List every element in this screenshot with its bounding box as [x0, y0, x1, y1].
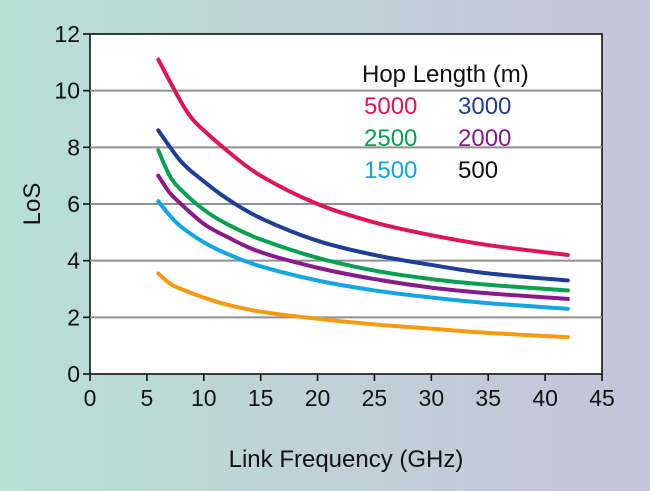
- y-axis-title: LoS: [19, 183, 46, 226]
- x-tick-label: 45: [589, 385, 615, 411]
- series-lines: [156, 57, 570, 340]
- x-tick-label: 10: [191, 385, 217, 411]
- x-tick-label: 35: [475, 385, 501, 411]
- legend-entry-1500: 1500: [364, 157, 417, 184]
- series-line-500: [156, 271, 570, 340]
- x-tick-label: 20: [305, 385, 331, 411]
- series-line-3000: [156, 128, 570, 283]
- y-tick-label: 0: [67, 361, 80, 387]
- x-axis-ticks: 0 5 10 15 20 25 30 35 40 45: [84, 374, 615, 411]
- legend-entry-500: 500: [458, 157, 498, 184]
- y-tick-label: 2: [67, 304, 80, 330]
- x-tick-label: 25: [362, 385, 388, 411]
- legend-entry-2500: 2500: [364, 125, 417, 152]
- y-tick-label: 6: [67, 191, 80, 217]
- series-line-1500: [156, 199, 570, 311]
- y-axis-ticks: 0 2 4 6 8 10 12: [54, 21, 90, 387]
- legend: Hop Length (m) 5000 3000 2500 2000 1500 500: [362, 61, 529, 184]
- y-tick-label: 10: [54, 78, 80, 104]
- legend-entry-3000: 3000: [458, 93, 511, 120]
- x-tick-label: 30: [419, 385, 445, 411]
- y-tick-label: 4: [67, 248, 80, 274]
- series-line-2500: [156, 148, 570, 293]
- x-tick-label: 0: [84, 385, 97, 411]
- legend-entry-5000: 5000: [364, 93, 417, 120]
- series-line-2000: [156, 173, 570, 301]
- series-line-5000: [156, 57, 570, 257]
- x-tick-label: 15: [248, 385, 274, 411]
- x-tick-label: 5: [140, 385, 153, 411]
- y-tick-label: 12: [54, 21, 80, 47]
- legend-entry-2000: 2000: [458, 125, 511, 152]
- x-axis-title: Link Frequency (GHz): [229, 446, 464, 473]
- y-tick-label: 8: [67, 134, 80, 160]
- x-tick-label: 40: [532, 385, 558, 411]
- legend-title: Hop Length (m): [362, 61, 529, 88]
